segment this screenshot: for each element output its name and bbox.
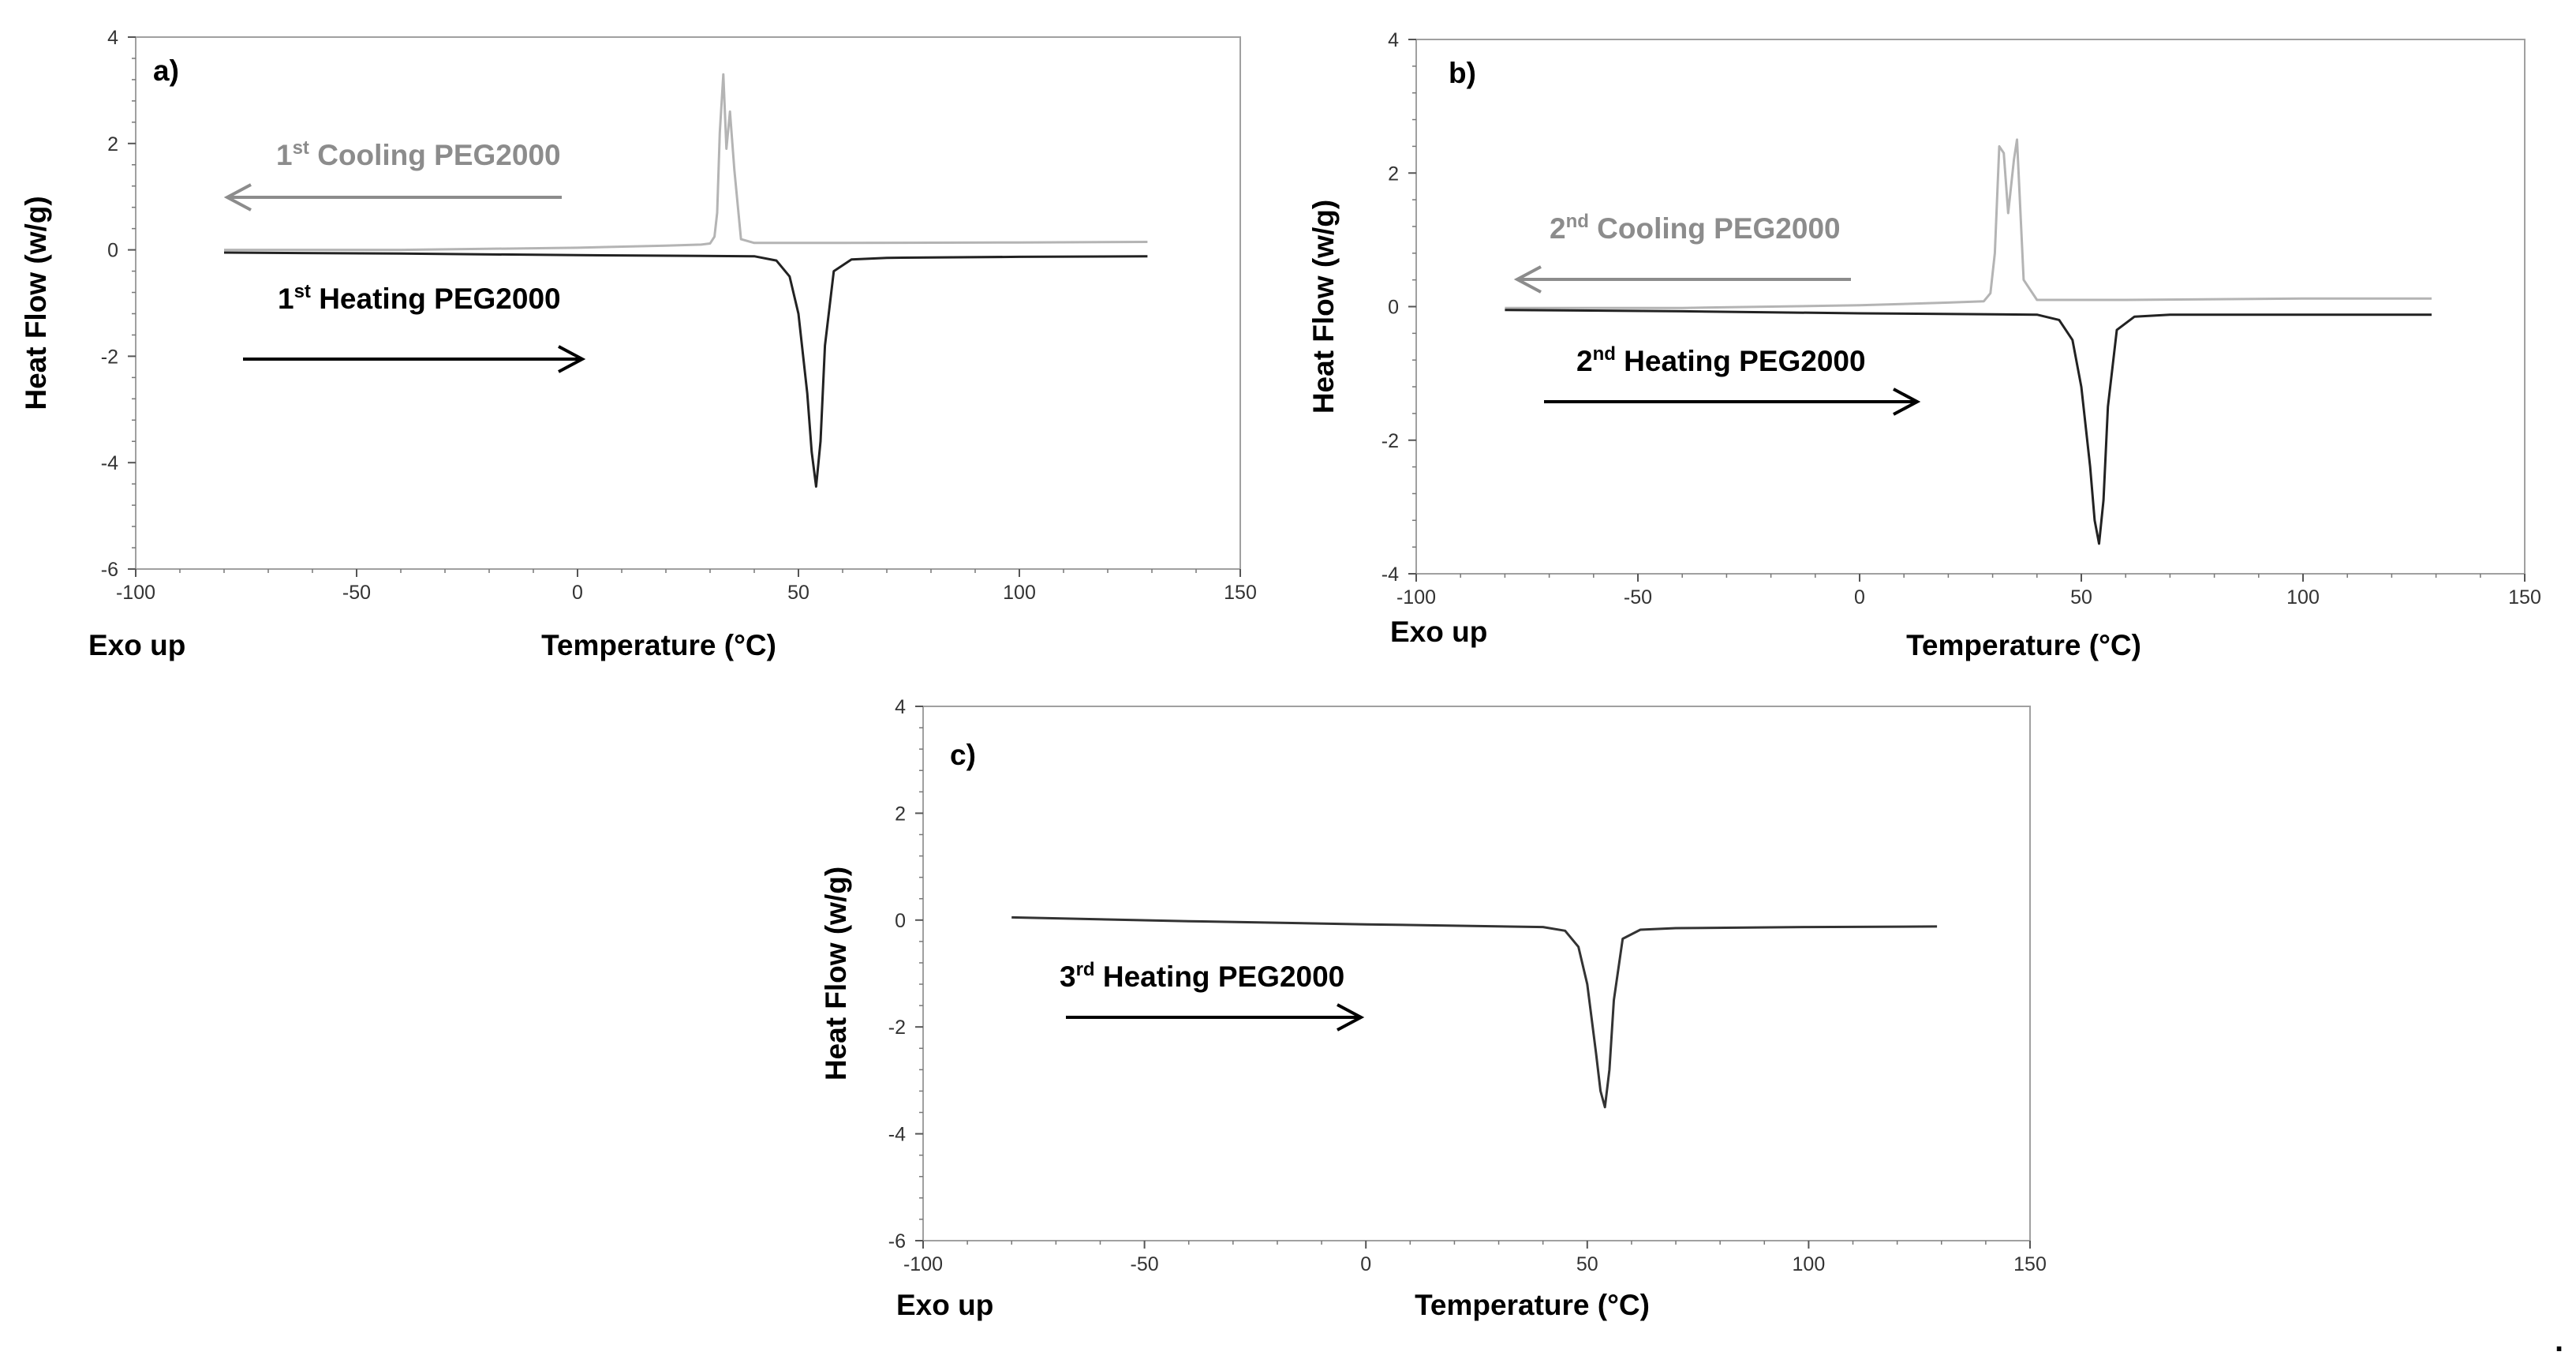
y-tick-label: -2 bbox=[1381, 430, 1399, 452]
x-axis-title: Temperature (°C) bbox=[541, 629, 776, 661]
y-tick-label: 2 bbox=[1388, 163, 1399, 185]
x-axis-title: Temperature (°C) bbox=[1906, 629, 2141, 661]
y-tick-label: 0 bbox=[895, 910, 906, 932]
series-line-2 bbox=[1505, 309, 2432, 545]
y-tick-label: -4 bbox=[888, 1124, 906, 1146]
y-tick-label: -6 bbox=[888, 1230, 906, 1253]
annotation-label: 2nd Heating PEG2000 bbox=[1576, 343, 1866, 377]
x-tick-label: -100 bbox=[903, 1253, 943, 1275]
x-tick-label: 100 bbox=[1003, 582, 1036, 604]
series-line-1 bbox=[1011, 916, 1938, 1109]
x-tick-label: 100 bbox=[2286, 586, 2320, 608]
x-tick-label: 100 bbox=[1793, 1253, 1826, 1275]
annotation-label: 1st Heating PEG2000 bbox=[278, 281, 561, 315]
x-tick-label: 50 bbox=[787, 582, 809, 604]
series-line-1 bbox=[224, 73, 1148, 252]
x-tick-label: -50 bbox=[1131, 1253, 1159, 1275]
arrow-right-icon bbox=[1337, 1003, 1365, 1032]
y-axis-title: Heat Flow (w/g) bbox=[820, 867, 852, 1080]
x-tick-label: 0 bbox=[572, 582, 583, 604]
series-line-2 bbox=[223, 251, 1148, 488]
chart-panel-3: -100 -50 0 50 100 150 4 2 0 -2 -4 -6 Temperature (°C… bbox=[820, 696, 2047, 1321]
y-axis-title: Heat Flow (w/g) bbox=[1307, 200, 1340, 414]
chart-panel-1: -100 -50 0 50 100 150 4 2 0 -2 -4 -6 Temperature (°C… bbox=[20, 27, 1257, 661]
chart-panel-2: -100 -50 0 50 100 150 4 2 0 -2 -4 Temperature (°C) H… bbox=[1307, 29, 2541, 661]
plot-frame bbox=[1415, 39, 2526, 575]
exo-up-label: Exo up bbox=[88, 629, 185, 661]
x-axis-title: Temperature (°C) bbox=[1415, 1289, 1650, 1321]
x-tick-label: -100 bbox=[116, 582, 155, 604]
exo-up-label: Exo up bbox=[896, 1289, 993, 1321]
y-tick-label: 4 bbox=[895, 696, 906, 718]
x-tick-label: 150 bbox=[2508, 586, 2541, 608]
chart-panels: -100 -50 0 50 100 150 4 2 0 -2 -4 -6 Temperature (°C… bbox=[20, 27, 2541, 1321]
panel-label: b) bbox=[1449, 57, 1476, 89]
annotation-label: 2nd Cooling PEG2000 bbox=[1550, 211, 1841, 245]
y-tick-label: -4 bbox=[101, 452, 118, 474]
y-tick-label: 2 bbox=[895, 803, 906, 825]
panel-label: a) bbox=[153, 54, 179, 87]
x-tick-label: -50 bbox=[1624, 586, 1652, 608]
y-tick-label: -2 bbox=[101, 346, 118, 368]
x-tick-label: 50 bbox=[1576, 1253, 1598, 1275]
arrow-right-icon bbox=[558, 345, 586, 373]
y-tick-label: 2 bbox=[107, 133, 118, 155]
x-tick-label: 50 bbox=[2070, 586, 2092, 608]
y-tick-label: -2 bbox=[888, 1017, 906, 1039]
x-tick-label: 0 bbox=[1854, 586, 1865, 608]
plot-frame bbox=[135, 36, 1241, 570]
series-line-1 bbox=[1505, 138, 2432, 309]
exo-up-label: Exo up bbox=[1390, 616, 1487, 648]
y-axis-title: Heat Flow (w/g) bbox=[20, 196, 52, 410]
plot-frame bbox=[922, 706, 2031, 1241]
annotation-label: 1st Cooling PEG2000 bbox=[276, 137, 561, 171]
y-tick-label: 4 bbox=[1388, 29, 1399, 51]
y-tick-label: 0 bbox=[1388, 297, 1399, 319]
y-tick-label: -6 bbox=[101, 559, 118, 581]
x-tick-label: -100 bbox=[1396, 586, 1436, 608]
annotation-label: 3rd Heating PEG2000 bbox=[1060, 959, 1344, 993]
panel-label: c) bbox=[950, 739, 976, 771]
x-tick-label: 150 bbox=[1224, 582, 1257, 604]
trailing-mark: . bbox=[2555, 1324, 2563, 1358]
y-tick-label: -4 bbox=[1381, 564, 1399, 586]
x-tick-label: -50 bbox=[342, 582, 371, 604]
arrow-left-icon bbox=[223, 183, 252, 212]
x-tick-label: 150 bbox=[2013, 1253, 2047, 1275]
x-tick-label: 0 bbox=[1360, 1253, 1371, 1275]
y-tick-label: 0 bbox=[107, 240, 118, 262]
y-tick-label: 4 bbox=[107, 27, 118, 49]
arrow-right-icon bbox=[1893, 388, 1921, 416]
arrow-left-icon bbox=[1513, 265, 1542, 294]
